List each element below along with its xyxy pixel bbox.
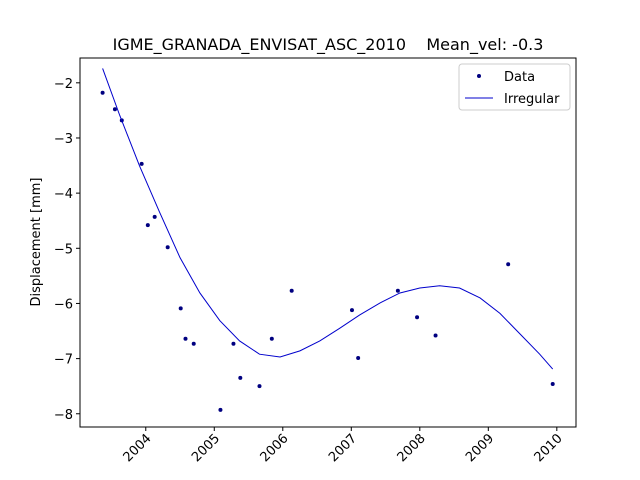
y-axis-label: Displacement [mm] xyxy=(29,178,44,307)
data-point xyxy=(356,356,361,361)
y-tick-label: −7 xyxy=(54,353,73,368)
y-tick-label: −8 xyxy=(54,408,73,423)
legend-label: Data xyxy=(504,70,535,85)
data-point xyxy=(395,288,400,293)
data-point xyxy=(191,341,196,346)
y-tick-label: −3 xyxy=(54,132,73,147)
data-point xyxy=(349,308,354,313)
legend-point xyxy=(477,74,481,78)
y-tick-label: −2 xyxy=(54,77,73,92)
data-point xyxy=(550,381,555,386)
y-tick-label: −4 xyxy=(54,187,73,202)
data-point xyxy=(218,407,223,412)
data-point xyxy=(415,315,420,320)
data-point xyxy=(178,306,183,311)
data-point xyxy=(145,223,150,228)
data-point xyxy=(238,375,243,380)
data-point xyxy=(257,384,262,389)
y-tick-label: −5 xyxy=(54,242,73,257)
data-point xyxy=(289,288,294,293)
data-point xyxy=(165,245,170,250)
data-point xyxy=(139,161,144,166)
data-point xyxy=(100,90,105,95)
data-point xyxy=(112,107,117,112)
data-point xyxy=(433,333,438,338)
data-point xyxy=(183,336,188,341)
data-point xyxy=(269,336,274,341)
data-point xyxy=(506,262,511,267)
data-point xyxy=(231,341,236,346)
data-point xyxy=(152,214,157,219)
fit-line xyxy=(102,68,554,370)
plot-frame xyxy=(79,57,577,428)
chart-title: IGME_GRANADA_ENVISAT_ASC_2010 Mean_vel: … xyxy=(113,35,544,55)
y-tick-label: −6 xyxy=(54,297,73,312)
legend-label: Irregular xyxy=(504,92,560,107)
